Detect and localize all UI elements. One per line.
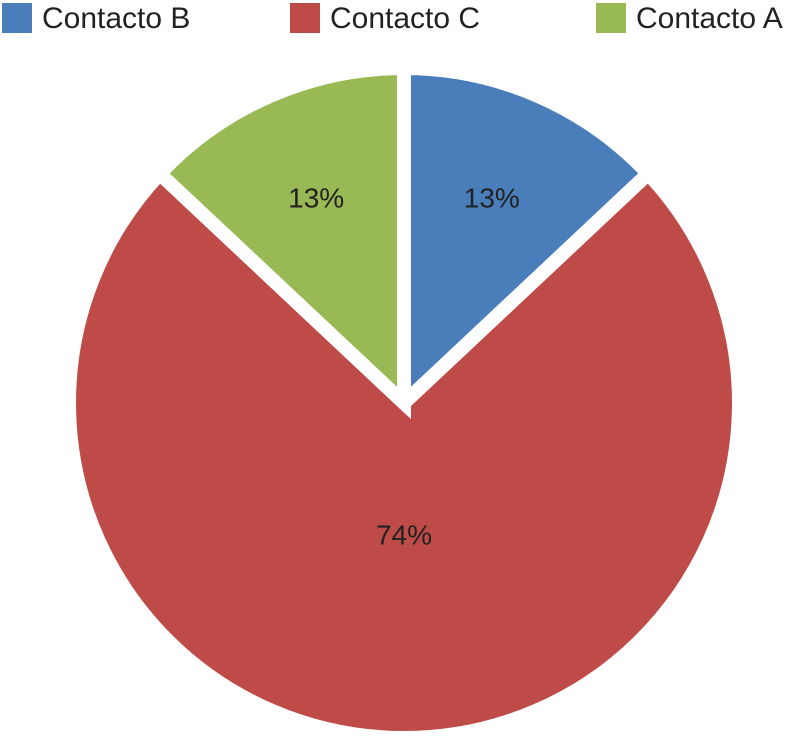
value-label: 74% <box>376 519 432 550</box>
legend-text: Contacto C <box>330 2 480 35</box>
value-label: 13% <box>288 182 344 213</box>
legend-swatch <box>596 3 626 33</box>
value-labels: 13% 74% 13% <box>288 182 520 550</box>
pie-slice <box>397 60 659 420</box>
legend-swatch <box>2 3 32 33</box>
pie-slice <box>62 163 746 739</box>
pie-slice <box>149 60 411 420</box>
legend-text: Contacto B <box>42 2 190 35</box>
value-label: 13% <box>464 182 520 213</box>
pie <box>62 60 746 739</box>
legend-text: Contacto A <box>636 2 783 35</box>
legend: Contacto B Contacto C Contacto A <box>2 2 783 35</box>
legend-swatch <box>290 3 320 33</box>
